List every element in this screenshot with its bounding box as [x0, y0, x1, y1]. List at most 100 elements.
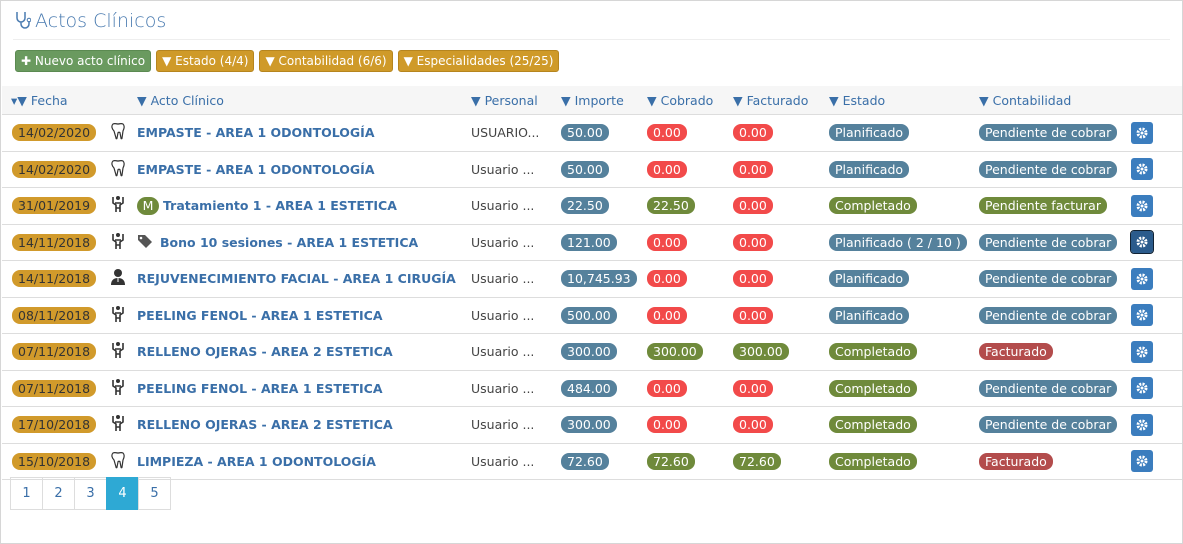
settings-button[interactable]	[1131, 194, 1153, 217]
specialty-icon	[109, 378, 127, 399]
settings-button[interactable]	[1131, 377, 1153, 400]
cell: Planificado	[828, 260, 978, 298]
filter-button[interactable]: ▼ Contabilidad (6/6)	[259, 50, 393, 72]
button-label: Estado (4/4)	[175, 54, 249, 68]
cell	[100, 297, 136, 334]
specialty-icon	[109, 232, 127, 253]
estado-badge: Completado	[829, 197, 917, 215]
cobrado-badge: 0.00	[647, 160, 687, 178]
act-link[interactable]: RELLENO OJERAS - AREA 2 ESTETICA	[137, 344, 393, 360]
column-header[interactable]: ▼ Facturado	[732, 86, 828, 115]
settings-button[interactable]	[1131, 413, 1153, 436]
act-link[interactable]: Bono 10 sesiones - AREA 1 ESTETICA	[160, 235, 419, 251]
settings-button[interactable]	[1131, 304, 1153, 327]
act-link[interactable]: Tratamiento 1 - AREA 1 ESTETICA	[163, 197, 397, 213]
facturado-badge: 72.60	[733, 452, 781, 470]
cell: EMPASTE - AREA 1 ODONTOLOGÍA	[136, 114, 470, 152]
cell: 50.00	[560, 151, 646, 188]
column-header[interactable]: ▼ Contabilidad	[978, 86, 1130, 115]
page-link[interactable]: 1	[10, 477, 43, 510]
column-header[interactable]: ▼ Acto Clínico	[136, 86, 470, 115]
cell: Usuario ...	[470, 406, 560, 444]
act-link[interactable]: EMPASTE - AREA 1 ODONTOLOGÍA	[137, 161, 375, 177]
cell: 50.00	[560, 114, 646, 152]
cobrado-badge: 0.00	[647, 124, 687, 142]
cell: 72.60	[560, 443, 646, 480]
act-link[interactable]: REJUVENECIMIENTO FACIAL - AREA 1 CIRUGÍA	[137, 271, 456, 287]
header-label: Estado	[842, 92, 886, 108]
page-link[interactable]: 4	[106, 477, 139, 510]
date-badge: 07/11/2018	[12, 343, 97, 361]
cell: Pendiente facturar	[978, 187, 1130, 225]
act-link[interactable]: EMPASTE - AREA 1 ODONTOLOGÍA	[137, 125, 375, 141]
column-header[interactable]: ▼ Personal	[470, 86, 560, 115]
cell: 0.00	[732, 224, 828, 261]
date-badge: 07/11/2018	[12, 379, 97, 397]
cell	[100, 151, 136, 188]
cell: 484.00	[560, 370, 646, 407]
settings-button[interactable]	[1131, 267, 1153, 290]
cell: Planificado ( 2 / 10 )	[828, 224, 978, 261]
column-header[interactable]: ▼ Importe	[560, 86, 646, 115]
table-row: 07/11/2018 RELLENO OJERAS - AREA 2 ESTETI…	[2, 333, 1182, 371]
title-text: Actos Clínicos	[35, 10, 167, 32]
cell: 300.00	[732, 333, 828, 371]
title: Actos Clínicos	[15, 10, 166, 32]
cell: 0.00	[732, 114, 828, 152]
specialty-icon	[110, 159, 126, 180]
cell: Planificado	[828, 151, 978, 188]
act-link[interactable]: PEELING FENOL - AREA 1 ESTETICA	[137, 307, 383, 323]
column-header[interactable]: ▼ Estado	[828, 86, 978, 115]
settings-button[interactable]	[1131, 121, 1153, 144]
cell: 22.50	[560, 187, 646, 225]
cell: Completado	[828, 187, 978, 225]
header-row: ▾▼ Fecha ▼ Acto Clínico ▼ Personal ▼ Imp…	[2, 86, 1182, 115]
settings-button[interactable]	[1130, 230, 1154, 255]
cell: PEELING FENOL - AREA 1 ESTETICA	[136, 370, 470, 407]
cell	[1130, 260, 1182, 298]
cell: 0.00	[732, 370, 828, 407]
cell	[1130, 187, 1182, 225]
facturado-badge: 0.00	[733, 416, 773, 434]
date-badge: 14/02/2020	[12, 160, 97, 178]
cobrado-badge: 0.00	[647, 233, 687, 251]
act-link[interactable]: LIMPIEZA - AREA 1 ODONTOLOGÍA	[137, 453, 376, 469]
settings-button[interactable]	[1131, 340, 1153, 363]
divider	[13, 39, 1170, 40]
cell: 14/11/2018	[2, 224, 100, 261]
filter-button[interactable]: ▼ Especialidades (25/25)	[397, 50, 560, 72]
settings-button[interactable]	[1131, 158, 1153, 181]
filter-button[interactable]: ▼ Estado (4/4)	[156, 50, 255, 72]
column-header[interactable]: ▾▼ Fecha	[2, 86, 100, 115]
cell: Facturado	[978, 333, 1130, 371]
importe-badge: 500.00	[561, 306, 617, 324]
act-link[interactable]: RELLENO OJERAS - AREA 2 ESTETICA	[137, 417, 393, 433]
page-link[interactable]: 3	[74, 477, 107, 510]
new-button[interactable]: ✚ Nuevo acto clínico	[15, 50, 152, 72]
cell: 0.00	[732, 151, 828, 188]
button-label: Contabilidad (6/6)	[278, 54, 387, 68]
cell: Facturado	[978, 443, 1130, 480]
cell: 17/10/2018	[2, 406, 100, 444]
page-link[interactable]: 5	[138, 477, 171, 510]
cell: 0.00	[732, 187, 828, 225]
date-badge: 14/11/2018	[12, 233, 97, 251]
cell: Usuario ...	[470, 443, 560, 480]
personal: Usuario ...	[471, 417, 535, 433]
cell: Usuario ...	[470, 260, 560, 298]
personal: Usuario ...	[471, 271, 535, 287]
cell: EMPASTE - AREA 1 ODONTOLOGÍA	[136, 151, 470, 188]
date-badge: 14/02/2020	[12, 124, 97, 142]
cell	[1130, 297, 1182, 334]
column-header[interactable]: ▼ Cobrado	[646, 86, 732, 115]
facturado-badge: 0.00	[733, 306, 773, 324]
cell: Bono 10 sesiones - AREA 1 ESTETICA	[136, 224, 470, 261]
cobrado-badge: 0.00	[647, 379, 687, 397]
page-link[interactable]: 2	[42, 477, 75, 510]
cell: PEELING FENOL - AREA 1 ESTETICA	[136, 297, 470, 334]
table-row: 14/11/2018 Bono 10 sesiones - AREA 1 ESTE…	[2, 224, 1182, 261]
cell: 0.00	[646, 297, 732, 334]
settings-button[interactable]	[1131, 450, 1153, 473]
act-link[interactable]: PEELING FENOL - AREA 1 ESTETICA	[137, 380, 383, 396]
cell: Pendiente de cobrar	[978, 114, 1130, 152]
